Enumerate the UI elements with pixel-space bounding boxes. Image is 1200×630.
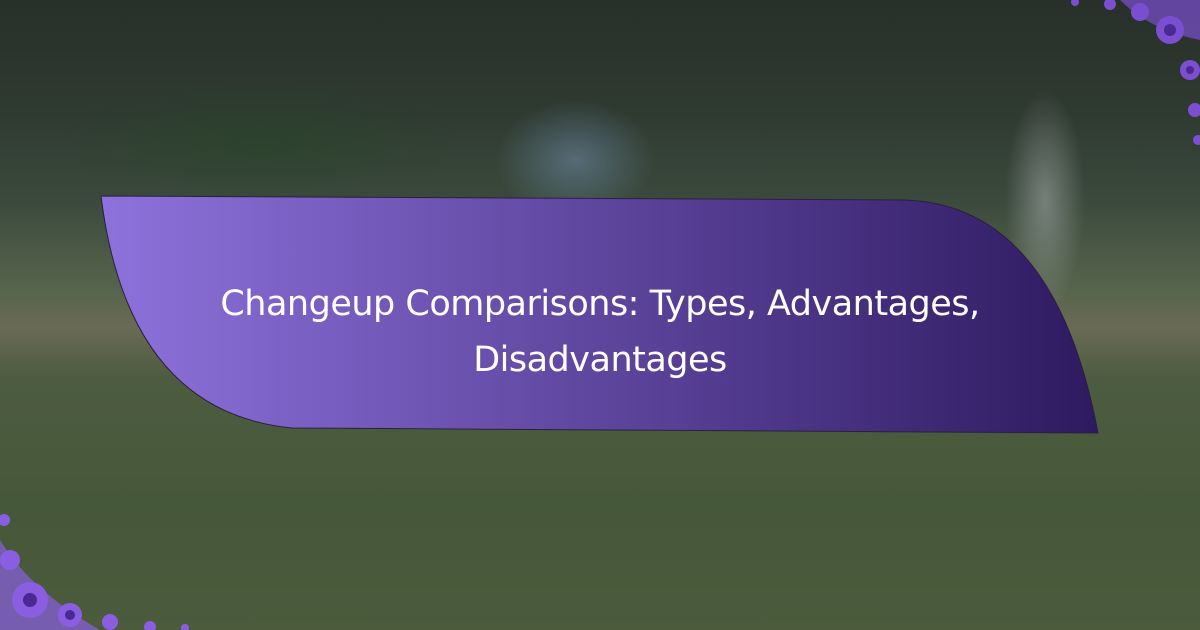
banner-title: Changeup Comparisons: Types, Advantages,… bbox=[220, 284, 980, 380]
floral-ornament-icon bbox=[1071, 0, 1200, 145]
floral-ornament-icon bbox=[0, 514, 189, 630]
